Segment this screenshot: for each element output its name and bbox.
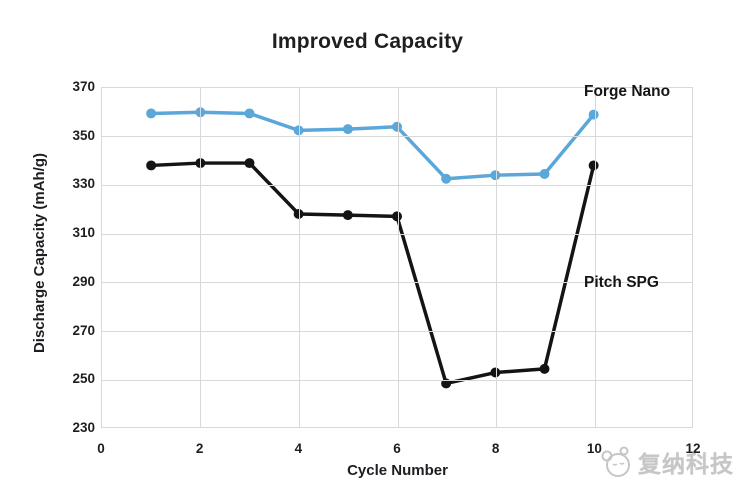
x-tick-12: 12	[685, 441, 701, 456]
series-line-pitch-spg	[149, 161, 596, 386]
y-tick-230: 230	[72, 420, 95, 435]
v-gridline-4	[298, 88, 300, 427]
panda-logo-icon	[601, 446, 630, 477]
data-point-forge-nano-cycle-3	[244, 108, 255, 119]
x-axis-title: Cycle Number	[347, 462, 448, 479]
y-tick-270: 270	[72, 322, 95, 338]
series-plot	[146, 107, 599, 389]
data-point-forge-nano-cycle-4	[293, 125, 304, 136]
h-gridline-330	[102, 184, 692, 186]
data-point-pitch-spg-cycle-10	[588, 160, 599, 171]
h-gridline-350	[102, 136, 692, 138]
v-gridline-8	[496, 88, 498, 427]
data-point-pitch-spg-cycle-6	[392, 211, 402, 222]
data-point-forge-nano-cycle-9	[539, 169, 550, 179]
v-gridline-10	[594, 88, 596, 427]
data-point-forge-nano-cycle-8	[490, 170, 501, 181]
x-tick-8: 8	[491, 441, 500, 456]
data-point-forge-nano-cycle-1	[146, 108, 157, 119]
watermark: 复纳科技	[600, 444, 734, 480]
x-tick-10: 10	[586, 441, 602, 456]
h-gridline-250	[102, 379, 692, 381]
y-tick-350: 350	[72, 127, 95, 143]
watermark-text: 复纳科技	[638, 451, 734, 477]
chart-title: Improved Capacity	[271, 30, 464, 53]
data-point-forge-nano-cycle-7	[441, 173, 452, 184]
data-point-pitch-spg-cycle-3	[244, 158, 255, 169]
data-point-forge-nano-cycle-10	[588, 109, 599, 120]
y-tick-330: 330	[72, 176, 95, 192]
y-tick-250: 250	[72, 371, 95, 387]
series-label-pitch-spg: Pitch SPG	[584, 274, 659, 291]
x-tick-0: 0	[97, 441, 105, 456]
data-point-pitch-spg-cycle-5	[342, 210, 353, 221]
data-point-forge-nano-cycle-5	[342, 124, 353, 135]
v-gridline-6	[397, 88, 399, 427]
data-point-pitch-spg-cycle-9	[539, 363, 550, 374]
data-point-pitch-spg-cycle-8	[490, 367, 501, 378]
data-point-pitch-spg-cycle-4	[293, 208, 304, 219]
h-gridline-290	[102, 282, 692, 284]
series-line-forge-nano	[149, 110, 596, 181]
y-tick-290: 290	[72, 273, 95, 289]
h-gridline-270	[102, 331, 692, 333]
y-tick-370: 370	[72, 79, 95, 94]
data-point-pitch-spg-cycle-1	[146, 160, 157, 171]
series-label-forge-nano: Forge Nano	[584, 83, 671, 100]
h-gridline-310	[102, 233, 692, 235]
data-point-forge-nano-cycle-6	[392, 121, 402, 132]
x-tick-6: 6	[393, 441, 401, 456]
y-tick-310: 310	[72, 225, 95, 241]
v-gridline-2	[200, 88, 202, 427]
x-tick-4: 4	[294, 441, 303, 456]
data-point-pitch-spg-cycle-7	[441, 378, 452, 389]
plot-area	[101, 87, 693, 428]
x-tick-2: 2	[195, 441, 204, 456]
